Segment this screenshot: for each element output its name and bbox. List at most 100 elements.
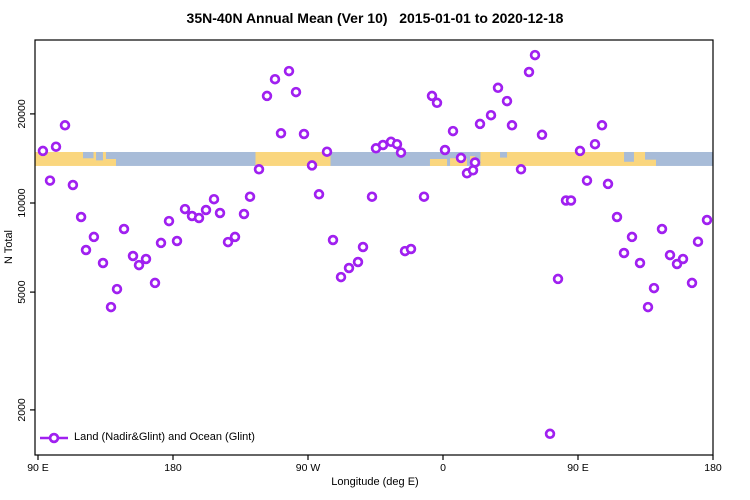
data-point[interactable] — [327, 234, 339, 246]
data-point[interactable] — [395, 147, 407, 158]
data-point[interactable] — [44, 175, 56, 186]
data-point[interactable] — [602, 178, 614, 190]
data-point[interactable] — [261, 90, 273, 102]
data-point[interactable] — [515, 164, 527, 175]
data-point[interactable] — [611, 211, 623, 223]
data-point[interactable] — [222, 236, 234, 248]
data-point[interactable] — [37, 145, 49, 157]
data-point[interactable] — [391, 138, 403, 150]
data-point[interactable] — [97, 257, 109, 269]
data-point[interactable] — [244, 191, 256, 202]
data-point[interactable] — [501, 95, 513, 107]
data-point[interactable] — [75, 211, 87, 223]
data-point[interactable] — [692, 236, 704, 247]
data-point[interactable] — [200, 204, 212, 216]
data-point[interactable] — [133, 259, 145, 271]
map-band-ocean-segment — [656, 151, 713, 166]
data-point[interactable] — [529, 49, 541, 61]
data-point[interactable] — [648, 282, 660, 294]
data-point[interactable] — [506, 120, 518, 131]
data-point[interactable] — [447, 125, 459, 137]
map-band-land-segment — [480, 151, 623, 166]
data-point[interactable] — [589, 138, 601, 150]
data-point[interactable] — [634, 257, 646, 269]
data-point[interactable] — [523, 66, 535, 78]
data-point[interactable] — [283, 65, 295, 77]
data-point[interactable] — [581, 175, 593, 186]
data-point[interactable] — [88, 231, 100, 243]
data-point[interactable] — [544, 428, 556, 440]
data-point[interactable] — [596, 120, 608, 131]
data-point[interactable] — [67, 179, 79, 191]
data-point[interactable] — [366, 191, 378, 202]
data-point[interactable] — [677, 253, 689, 265]
data-point[interactable] — [618, 247, 630, 259]
data-point[interactable] — [455, 152, 467, 164]
data-point[interactable] — [59, 120, 71, 131]
data-point[interactable] — [664, 249, 676, 261]
data-point[interactable] — [193, 212, 205, 224]
data-point[interactable] — [642, 301, 654, 313]
data-point[interactable] — [111, 283, 123, 295]
data-point[interactable] — [492, 82, 504, 94]
data-point[interactable] — [306, 160, 318, 171]
data-point[interactable] — [321, 146, 333, 157]
data-point[interactable] — [439, 144, 451, 156]
data-point[interactable] — [565, 195, 577, 206]
data-point[interactable] — [426, 90, 438, 102]
data-point[interactable] — [467, 165, 479, 176]
chart-title: 35N-40N Annual Mean (Ver 10) 2015-01-01 … — [186, 10, 564, 26]
data-point[interactable] — [290, 86, 302, 98]
data-point[interactable] — [50, 141, 62, 152]
data-point[interactable] — [626, 231, 638, 243]
data-point[interactable] — [656, 223, 668, 235]
data-point[interactable] — [214, 207, 226, 219]
data-point[interactable] — [552, 273, 564, 285]
data-point[interactable] — [253, 164, 265, 175]
map-band-ocean-patch — [500, 151, 508, 158]
data-point[interactable] — [208, 193, 220, 205]
data-point[interactable] — [155, 237, 167, 249]
data-point[interactable] — [377, 139, 389, 151]
data-point[interactable] — [357, 241, 369, 253]
y-tick-label: 10000 — [16, 188, 28, 217]
data-point[interactable] — [418, 191, 430, 202]
data-point[interactable] — [485, 109, 497, 121]
data-point[interactable] — [405, 243, 417, 255]
data-point[interactable] — [335, 271, 347, 283]
data-point[interactable] — [80, 244, 92, 256]
legend-label: Land (Nadir&Glint) and Ocean (Glint) — [74, 431, 255, 443]
data-point[interactable] — [171, 235, 183, 247]
data-point[interactable] — [313, 189, 325, 200]
map-band-ocean-segment — [116, 151, 256, 166]
map-band-ocean-patch — [96, 151, 103, 161]
data-point[interactable] — [163, 215, 175, 227]
data-point[interactable] — [574, 145, 586, 157]
data-point[interactable] — [686, 277, 698, 289]
map-band-land-patch — [429, 158, 448, 166]
data-point[interactable] — [118, 223, 130, 235]
data-point[interactable] — [536, 129, 548, 141]
data-point[interactable] — [105, 301, 117, 313]
data-point[interactable] — [179, 203, 191, 215]
data-point[interactable] — [343, 262, 355, 274]
data-point[interactable] — [238, 208, 250, 220]
data-point[interactable] — [701, 214, 713, 226]
x-tick-label: 90 E — [27, 462, 49, 474]
data-point[interactable] — [474, 118, 486, 130]
legend-marker-icon — [48, 432, 60, 444]
data-point[interactable] — [127, 250, 139, 262]
data-point[interactable] — [229, 231, 241, 243]
data-point[interactable] — [431, 97, 443, 109]
plot-box — [34, 39, 714, 456]
map-band-ocean-patch — [105, 151, 116, 159]
data-point[interactable] — [269, 73, 281, 85]
data-point[interactable] — [140, 253, 152, 265]
x-tick-label: 90 W — [296, 462, 321, 474]
data-point[interactable] — [298, 128, 310, 140]
y-tick-label: 2000 — [16, 398, 28, 422]
data-point[interactable] — [352, 256, 364, 268]
data-point[interactable] — [275, 128, 287, 139]
data-point[interactable] — [149, 277, 161, 289]
